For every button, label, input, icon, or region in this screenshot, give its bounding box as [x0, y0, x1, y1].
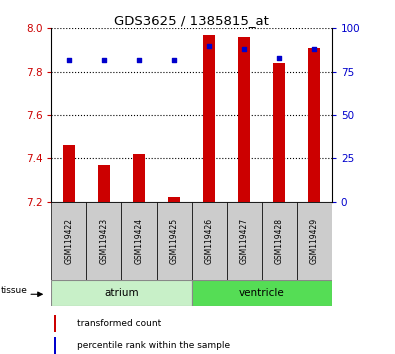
Point — [136, 57, 142, 62]
Bar — [192, 202, 227, 280]
Bar — [168, 198, 180, 202]
Point — [206, 43, 212, 48]
Text: tissue: tissue — [1, 286, 28, 295]
Bar — [98, 165, 110, 202]
Text: percentile rank within the sample: percentile rank within the sample — [77, 341, 230, 350]
Bar — [54, 337, 56, 354]
Point — [66, 57, 72, 62]
Bar — [87, 202, 122, 280]
Point — [171, 57, 177, 62]
Bar — [227, 202, 261, 280]
Bar — [54, 315, 56, 332]
Point — [311, 46, 318, 52]
Text: GSM119425: GSM119425 — [169, 218, 179, 264]
Text: GSM119429: GSM119429 — [310, 218, 319, 264]
Bar — [51, 280, 192, 306]
Text: GSM119424: GSM119424 — [134, 218, 143, 264]
Bar — [63, 145, 75, 202]
Text: GSM119422: GSM119422 — [64, 218, 73, 264]
Bar — [261, 202, 297, 280]
Point — [276, 55, 282, 61]
Bar — [297, 202, 332, 280]
Text: atrium: atrium — [104, 288, 139, 298]
Bar — [156, 202, 192, 280]
Text: transformed count: transformed count — [77, 319, 161, 328]
Point — [101, 57, 107, 62]
Text: GSM119423: GSM119423 — [100, 218, 109, 264]
Bar — [192, 280, 332, 306]
Bar — [51, 202, 87, 280]
Text: GSM119426: GSM119426 — [205, 218, 214, 264]
Text: ventricle: ventricle — [239, 288, 284, 298]
Bar — [122, 202, 156, 280]
Bar — [203, 35, 215, 202]
Text: GSM119428: GSM119428 — [275, 218, 284, 264]
Text: GSM119427: GSM119427 — [240, 218, 249, 264]
Bar — [133, 154, 145, 202]
Point — [241, 46, 247, 52]
Title: GDS3625 / 1385815_at: GDS3625 / 1385815_at — [114, 14, 269, 27]
Bar — [273, 63, 285, 202]
Bar — [238, 37, 250, 202]
Bar — [308, 48, 320, 202]
